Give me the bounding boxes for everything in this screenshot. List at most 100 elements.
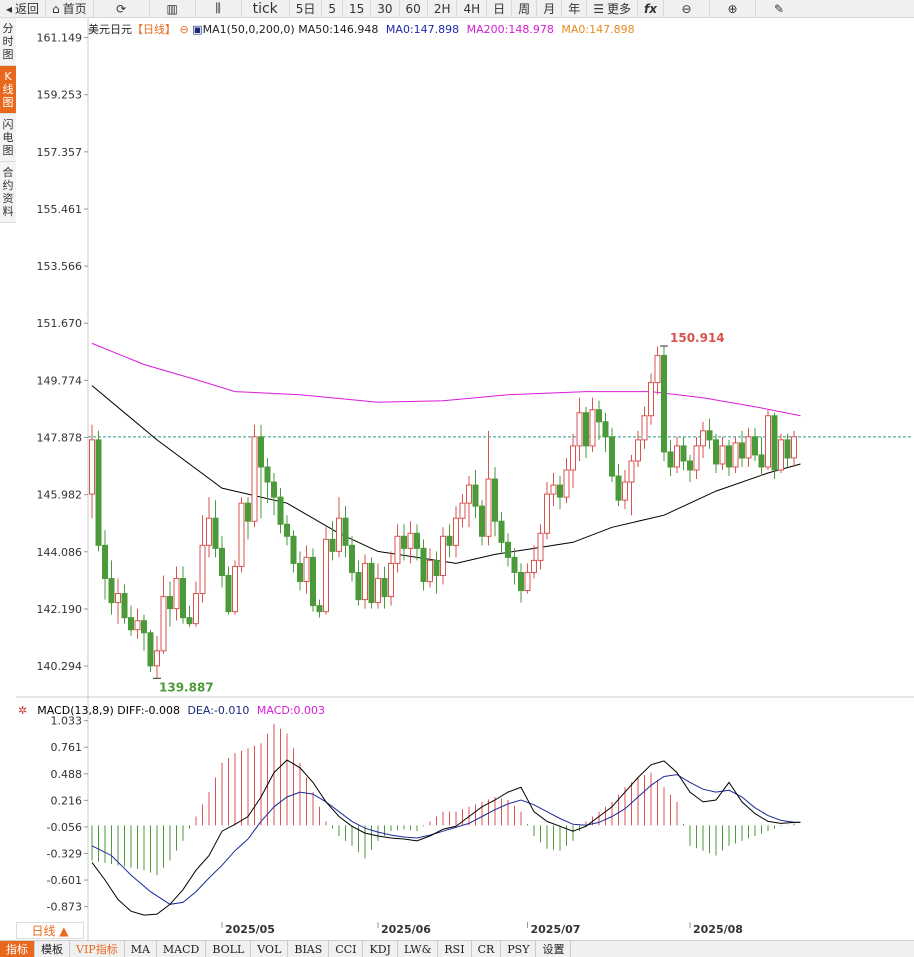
tick-button[interactable]: tick	[242, 0, 290, 18]
indicator-tab-1[interactable]: 模板	[35, 941, 70, 957]
candle-up	[453, 517, 459, 546]
home-button[interactable]: ⌂ 首页	[46, 0, 94, 18]
candle-down	[687, 460, 693, 471]
left-tab-3[interactable]: 合约资料	[0, 162, 16, 223]
candle-up	[641, 415, 648, 441]
dea-line	[91, 774, 801, 905]
candle-up	[459, 502, 466, 519]
left-tab-2[interactable]: 闪电图	[0, 114, 16, 162]
settings-icon[interactable]: ⊖	[179, 23, 189, 36]
draw-button[interactable]: ✎	[756, 0, 802, 18]
symbol-label: 美元日元	[88, 23, 132, 36]
indicator-tab-4[interactable]: MACD	[157, 941, 207, 957]
candle-up	[550, 484, 557, 495]
time-tick-label: 2025/07	[531, 923, 581, 936]
candle-up	[375, 577, 381, 604]
candle-up	[531, 559, 537, 573]
candle-up	[778, 439, 784, 471]
back-arrow-icon: ◂	[6, 1, 13, 16]
candle-down	[492, 478, 498, 522]
zoom-in-button[interactable]: ⊕	[710, 0, 756, 18]
indicator-tab-14[interactable]: 设置	[536, 941, 572, 957]
period-tab-6[interactable]: 4H	[457, 0, 488, 18]
candle-up	[485, 478, 492, 537]
candle-type-button[interactable]: ⫼	[196, 0, 242, 18]
left-tab-0[interactable]: 分时图	[0, 18, 16, 66]
period-tab-7[interactable]: 日	[487, 0, 513, 18]
dea-label: DEA:-0.010	[187, 704, 250, 717]
macd-settings-icon[interactable]: ✲	[18, 704, 28, 717]
refresh-button[interactable]: ⟳	[94, 0, 150, 18]
period-selector[interactable]: 日线 ▲	[16, 922, 84, 939]
main-legend: 美元日元【日线】 ⊖ ▣MA1(50,0,200,0) MA50:146.948…	[88, 21, 635, 37]
candle-down	[706, 430, 713, 441]
indicator-tab-6[interactable]: VOL	[251, 941, 289, 957]
price-tick-label: 149.774	[37, 374, 83, 387]
indicator-tab-3[interactable]: MA	[125, 941, 157, 957]
indicator-tab-12[interactable]: CR	[472, 941, 502, 957]
candle-down	[245, 502, 251, 522]
zoom-in-icon: ⊕	[727, 1, 738, 16]
price-markers: 150.914 139.887	[153, 331, 725, 694]
more-button[interactable]: ☰ 更多	[587, 0, 638, 18]
candle-up	[466, 484, 472, 504]
period-tab-1[interactable]: 5	[322, 0, 343, 18]
indicator-tab-8[interactable]: CCI	[329, 941, 364, 957]
indicator-tab-13[interactable]: PSY	[501, 941, 537, 957]
left-tab-1[interactable]: K线图	[0, 66, 16, 114]
candle-down	[212, 517, 219, 549]
period-tab-5[interactable]: 2H	[428, 0, 458, 18]
period-tab-2[interactable]: 15	[343, 0, 372, 18]
period-tab-4[interactable]: 60	[400, 0, 428, 18]
price-tick-label: 155.461	[37, 203, 83, 216]
ma-set-label: MA1(50,0,200,0)	[202, 23, 295, 36]
candle-up	[700, 430, 706, 447]
candle-down	[167, 596, 173, 610]
time-tick-label: 2025/05	[225, 923, 275, 936]
candle-down	[102, 544, 108, 579]
candle-up	[745, 436, 752, 459]
indicator-bar: 指标 模板 VIP指标 MA MACD BOLL VOL BIAS CCI KDJ LW& RSI CR…	[0, 940, 914, 957]
formula-button[interactable]: fx	[638, 0, 664, 18]
period-tab-8[interactable]: 周	[512, 0, 538, 18]
chart-type-button[interactable]: ▥	[150, 0, 196, 18]
indicator-tab-10[interactable]: LW&	[398, 941, 439, 957]
candle-up	[693, 445, 700, 471]
indicator-tab-9[interactable]: KDJ	[363, 941, 398, 957]
candle-up	[628, 460, 635, 483]
candle-down	[557, 484, 563, 498]
candle-down	[290, 535, 297, 564]
candle-up	[323, 538, 329, 613]
period-tab-9[interactable]: 月	[537, 0, 563, 18]
indicator-tab-11[interactable]: RSI	[438, 941, 472, 957]
period-tab-0[interactable]: 5日	[290, 0, 323, 18]
candle-down	[518, 571, 524, 592]
zoom-out-button[interactable]: ⊖	[664, 0, 710, 18]
macd-tick-label: 0.216	[51, 794, 83, 807]
candle-down	[583, 412, 589, 447]
indicator-tab-7[interactable]: BIAS	[288, 941, 330, 957]
macd-tick-label: 0.761	[51, 741, 83, 754]
price-tick-label: 142.190	[37, 603, 83, 616]
candle-up	[251, 436, 258, 522]
indicator-tab-2[interactable]: VIP指标	[70, 941, 125, 957]
high-label: 150.914	[670, 331, 725, 345]
period-tab-10[interactable]: 年	[562, 0, 588, 18]
time-tick-label: 2025/06	[381, 923, 431, 936]
candle-down	[713, 439, 719, 465]
indicator-tab-5[interactable]: BOLL	[206, 941, 252, 957]
candle-down	[258, 436, 264, 468]
macd-panel: 1.033 0.761 0.488 0.216 -0.056 -0.329 -0.601 -0…	[47, 715, 801, 916]
candle-up	[173, 577, 180, 610]
candle-up	[154, 650, 160, 667]
period-label: 【日线】	[132, 23, 176, 36]
refresh-icon: ⟳	[116, 1, 127, 16]
indicator-tab-0[interactable]: 指标	[0, 941, 35, 957]
candle-down	[479, 505, 485, 537]
price-tick-label: 140.294	[37, 660, 83, 673]
period-tab-3[interactable]: 30	[371, 0, 400, 18]
candle-down	[752, 436, 758, 456]
candle-up	[206, 517, 212, 546]
candle-up	[648, 382, 654, 417]
back-button[interactable]: ◂ 返回	[0, 0, 47, 18]
